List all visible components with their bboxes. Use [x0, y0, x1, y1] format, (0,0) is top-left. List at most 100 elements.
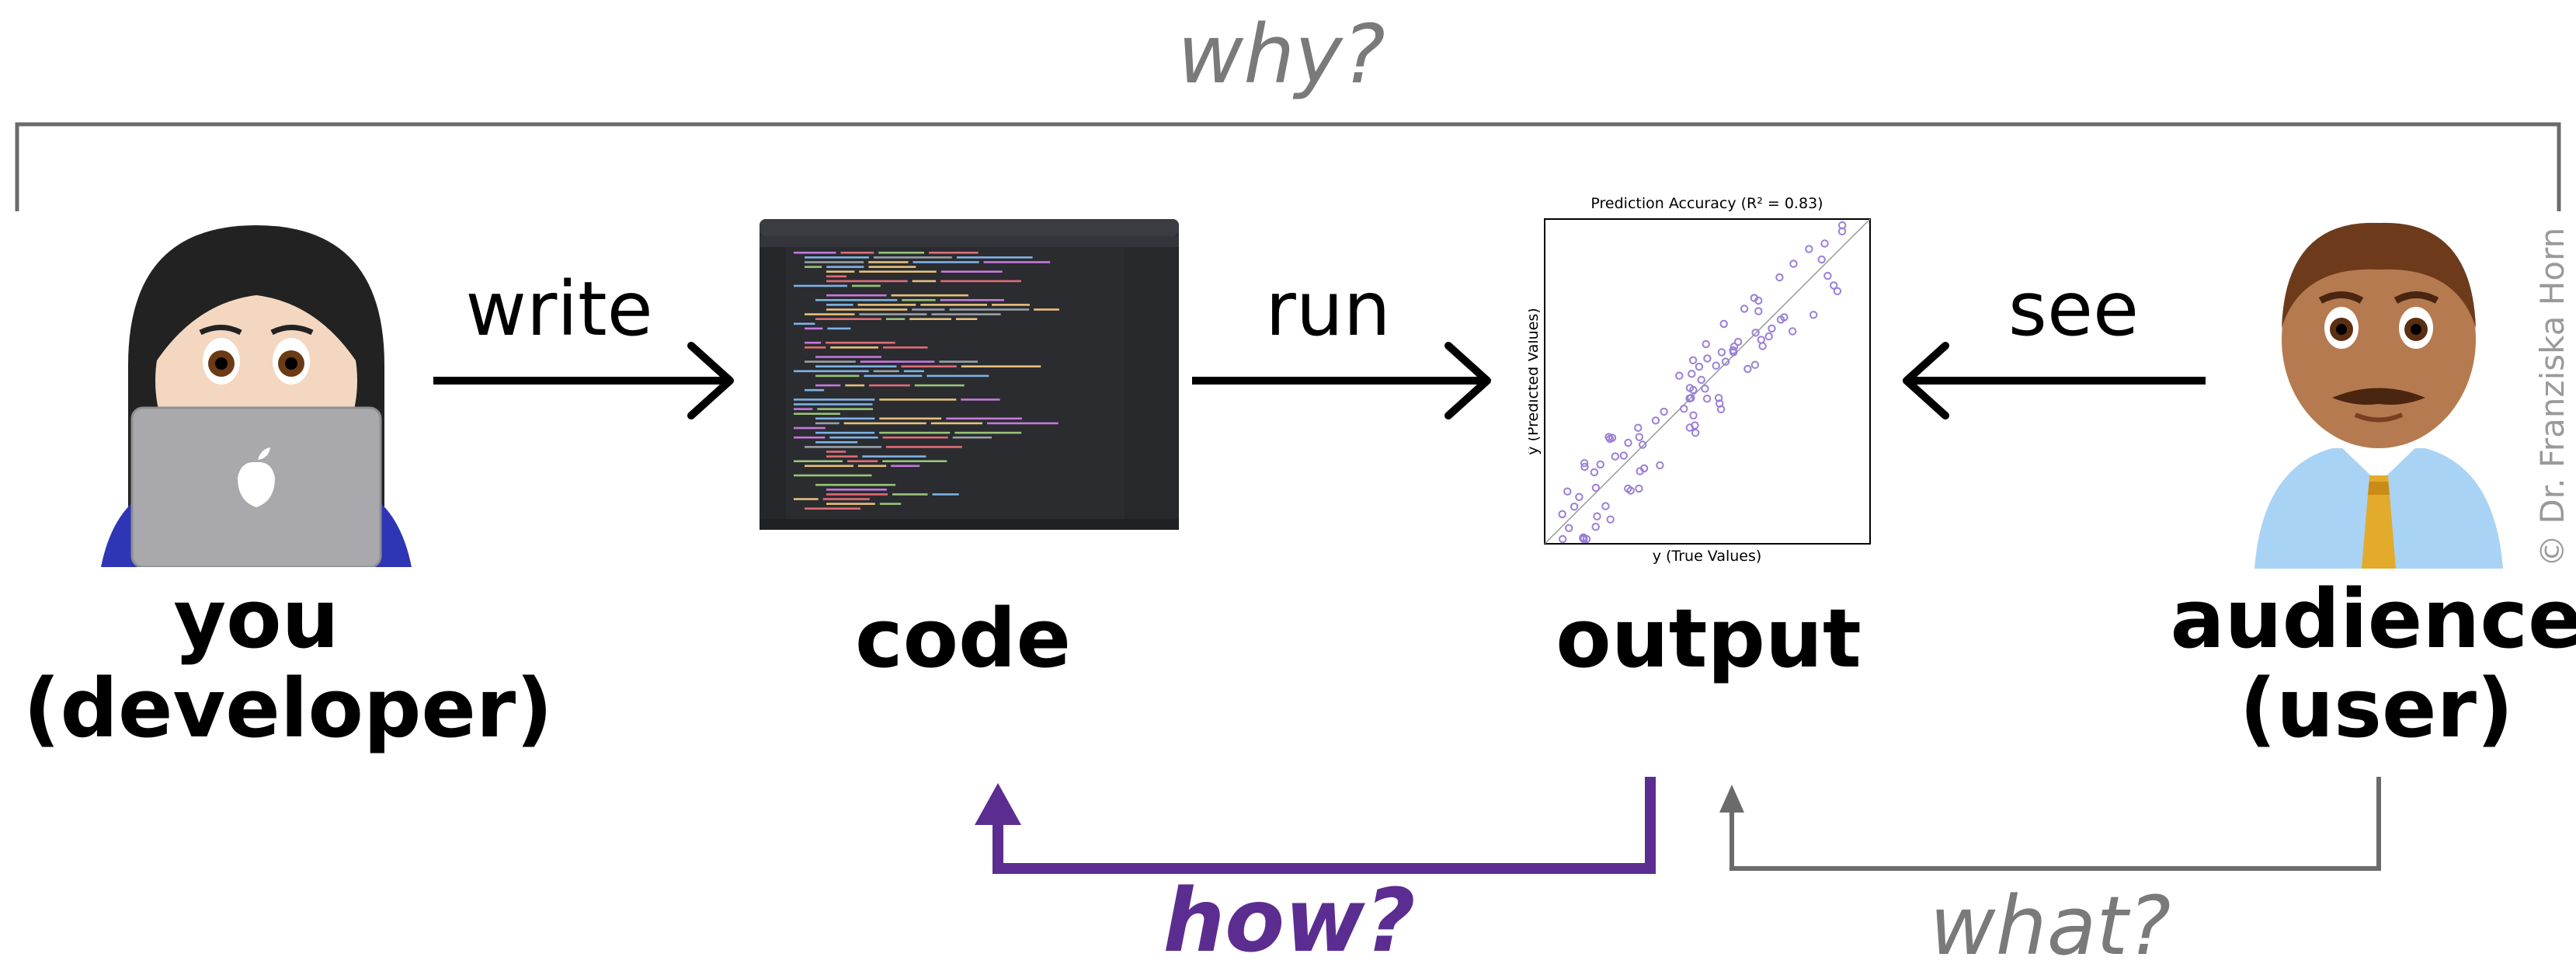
scatter-point [1754, 307, 1763, 315]
code-line-segment [822, 498, 870, 500]
scatter-point [1809, 311, 1818, 319]
code-line-segment [940, 280, 1021, 283]
code-line-segment [949, 308, 1030, 311]
code-line-segment [805, 261, 864, 263]
why-question: why? [1177, 7, 1385, 102]
code-line-segment [826, 304, 853, 306]
scatter-point [1730, 343, 1739, 351]
code-line-segment [873, 256, 952, 259]
scatter-point [1775, 273, 1784, 282]
code-line-segment [815, 318, 881, 320]
code-line-segment [815, 384, 841, 387]
code-line-segment [826, 451, 846, 453]
scatter-point [1656, 461, 1664, 470]
code-line-segment [992, 304, 1030, 306]
code-line-segment [815, 431, 875, 434]
code-line-segment [902, 299, 936, 301]
code-line-segment [826, 493, 888, 496]
scatter-point [1604, 433, 1613, 441]
code-line-segment [892, 493, 928, 496]
code-line-segment [940, 270, 1003, 273]
scatter-point [1580, 459, 1589, 468]
code-line-segment [830, 346, 878, 349]
code-line-segment [903, 370, 924, 373]
code-line-segment [901, 365, 957, 367]
scatter-point [1691, 421, 1699, 430]
how-arrow [975, 777, 1656, 874]
scatter-point [1754, 296, 1763, 305]
code-line-segment [952, 436, 992, 439]
code-line-segment [912, 308, 945, 311]
code-line-segment [879, 417, 942, 420]
code-line-segment [794, 474, 872, 477]
code-line-segment [882, 460, 947, 462]
scatter-point [1820, 239, 1829, 248]
code-line-segment [826, 266, 864, 268]
scatter-point [1817, 255, 1826, 264]
plot-ylabel: ŷ (Predicted Values) [1528, 308, 1542, 454]
code-line-segment [794, 370, 869, 373]
code-line-segment [930, 422, 982, 425]
code-line-segment [794, 403, 873, 405]
code-line-segment [862, 455, 926, 458]
developer-label-line2: (developer) [23, 661, 553, 756]
code-line-segment [885, 446, 962, 448]
code-line-segment [805, 313, 855, 315]
scatter-point [1702, 395, 1712, 403]
scatter-point [1680, 405, 1688, 413]
code-line-segment [956, 256, 1033, 259]
code-line-segment [983, 261, 1051, 263]
code-line-segment [827, 327, 851, 330]
code-line-segment [805, 346, 826, 349]
code-line-segment [955, 318, 978, 320]
code-line-segment [826, 275, 846, 278]
scatter-point [1717, 348, 1726, 357]
scatter-point [1712, 361, 1720, 370]
scatter-point [1575, 492, 1583, 501]
code-line-segment [826, 489, 887, 491]
code-line-segment [879, 503, 902, 505]
code-line-segment [815, 417, 875, 420]
scatter-point [1651, 416, 1660, 425]
code-line-segment [1034, 308, 1059, 311]
user-avatar-icon [2254, 222, 2503, 569]
write-label: write [465, 266, 653, 353]
code-line-segment [794, 322, 815, 325]
code-line-segment [805, 266, 822, 268]
code-line-segment [868, 261, 909, 263]
scatter-point [1634, 423, 1643, 432]
why-bracket [15, 122, 2561, 211]
code-line-segment [860, 360, 935, 363]
code-line-segment [879, 431, 951, 434]
code-line-segment [929, 252, 979, 254]
code-line-segment [909, 318, 951, 320]
code-editor-thumbnail [760, 219, 1179, 530]
code-line-segment [913, 261, 979, 263]
code-line-segment [794, 252, 836, 254]
scatter-point [1580, 462, 1589, 472]
scatter-point [1688, 370, 1696, 378]
code-line-segment [817, 408, 874, 410]
scatter-point [1764, 332, 1773, 341]
user-label-line1: audience [2170, 572, 2576, 667]
scatter-point [1758, 342, 1767, 350]
code-line-segment [878, 252, 924, 254]
scatter-point [1830, 281, 1838, 290]
code-line-segment [859, 313, 927, 315]
code-label: code [854, 591, 1072, 686]
code-line-segment [879, 399, 957, 401]
scatter-point [1743, 364, 1752, 374]
code-line-segment [794, 412, 840, 415]
code-line-segment [815, 356, 881, 358]
scatter-point [1579, 534, 1587, 542]
see-arrow [1903, 342, 2206, 419]
scatter-point [1730, 348, 1738, 357]
scatter-point [1716, 405, 1726, 413]
developer-label-line1: you [173, 572, 339, 667]
plot-title: Prediction Accuracy (R² = 0.83) [1590, 195, 1823, 212]
scatter-point [1559, 534, 1567, 544]
scatter-point [1703, 354, 1712, 363]
scatter-point [1685, 394, 1694, 403]
code-line-segment [954, 431, 1022, 434]
